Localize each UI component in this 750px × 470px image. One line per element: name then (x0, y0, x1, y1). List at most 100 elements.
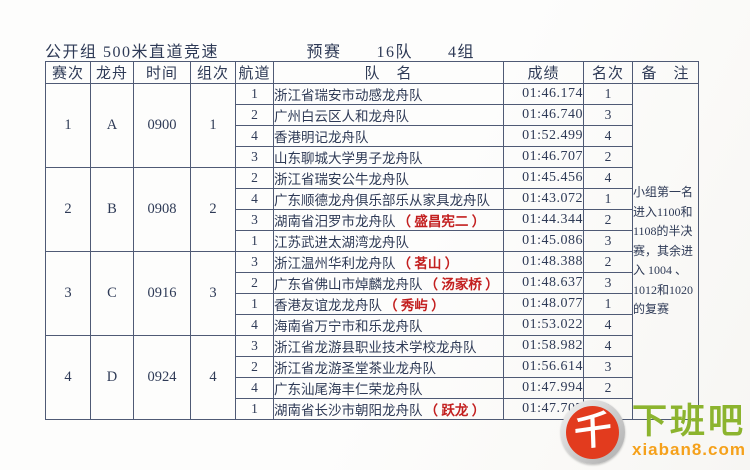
team-cell: 广东顺德龙舟俱乐部乐从家具龙舟队 (273, 188, 504, 210)
race-group: 2 (190, 167, 236, 252)
result-cell: 01:48.388 (503, 251, 584, 273)
lane-cell: 4 (235, 125, 274, 147)
team-name: 浙江省龙游圣堂茶业龙舟队 (274, 361, 437, 376)
header-lane: 航道 (235, 61, 274, 84)
rank-cell: 3 (583, 104, 633, 126)
team-name: 浙江温州华利龙舟队 (274, 256, 396, 271)
team-name: 广东汕尾海丰仁荣龙舟队 (274, 382, 423, 397)
team-cell: 广东省佛山市焯麟龙舟队（ 汤家桥 ） (273, 272, 504, 294)
lane-cell: 3 (235, 146, 274, 168)
result-cell: 01:56.614 (503, 356, 584, 378)
race-boat: D (90, 335, 134, 420)
logo-glyph-icon: 千 (573, 408, 613, 456)
header-group: 组次 (190, 61, 236, 84)
team-cell: 香港友谊龙龙舟队（ 秀屿 ） (273, 293, 504, 315)
rank-cell: 3 (583, 230, 633, 252)
team-cell: 广州白云区人和龙舟队 (273, 104, 504, 126)
team-cell: 山东聊城大学男子龙舟队 (273, 146, 504, 168)
lane-cell: 2 (235, 104, 274, 126)
rank-cell: 4 (583, 335, 633, 357)
result-cell: 01:44.344 (503, 209, 584, 231)
header-row: 赛次 龙舟 时间 组次 航道 队 名 成绩 名次 备 注 (45, 61, 699, 84)
result-cell: 01:45.456 (503, 167, 584, 189)
result-cell: 01:46.740 (503, 104, 584, 126)
team-cell: 香港明记龙舟队 (273, 125, 504, 147)
team-cell: 海南省万宁市和乐龙舟队 (273, 314, 504, 336)
team-name: 山东聊城大学男子龙舟队 (274, 151, 423, 166)
results-table: 赛次 龙舟 时间 组次 航道 队 名 成绩 名次 备 注 1 A 0900 1 … (45, 61, 699, 420)
header-rank: 名次 (583, 61, 633, 84)
team-annotation: （ 茗山 ） (397, 256, 459, 271)
rank-cell: 3 (583, 356, 633, 378)
race-group: 1 (190, 83, 236, 168)
team-name: 广州白云区人和龙舟队 (274, 109, 410, 124)
team-cell: 浙江省龙游圣堂茶业龙舟队 (273, 356, 504, 378)
header-race: 赛次 (45, 61, 91, 84)
rank-cell: 3 (583, 272, 633, 294)
result-cell: 01:46.174 (503, 83, 584, 105)
lane-cell: 2 (235, 272, 274, 294)
team-annotation: （ 秀屿 ） (384, 298, 445, 313)
lane-cell: 3 (235, 251, 274, 273)
rank-cell: 2 (583, 146, 633, 168)
header-notes: 备 注 (632, 61, 699, 84)
team-cell: 湖南省汨罗市龙舟队（ 盛昌宪二 ） (273, 209, 504, 231)
notes-text: 小组第一名进入1100和1108的半决赛，其余进入 1004 、1012和102… (633, 185, 694, 317)
table-row: 1 江苏武进太湖湾龙舟队 01:45.086 3 (46, 230, 699, 252)
team-name: 广东顺德龙舟俱乐部乐从家具龙舟队 (274, 193, 491, 208)
table-row: 4 广东顺德龙舟俱乐部乐从家具龙舟队 01:43.072 1 (46, 188, 699, 210)
race-time: 0900 (133, 83, 191, 168)
rank-cell: 2 (583, 377, 633, 399)
result-cell: 01:43.072 (503, 188, 584, 210)
table-row: 4 D 0924 4 3 浙江省龙游县职业技术学校龙舟队 01:58.982 4 (45, 335, 699, 420)
lane-cell: 1 (235, 398, 274, 420)
rank-cell: 2 (583, 209, 633, 231)
race-number: 3 (45, 251, 91, 336)
team-name: 湖南省长沙市朝阳龙舟队 (274, 403, 423, 418)
result-cell: 01:46.707 (503, 146, 584, 168)
brand-url: xiaban8.com (631, 440, 746, 460)
race-group: 4 (190, 335, 236, 420)
header-result: 成绩 (503, 61, 584, 84)
rank-cell: 4 (583, 125, 633, 147)
logo-circle: 千 (560, 400, 625, 464)
race-time: 0916 (133, 251, 191, 336)
team-cell: 浙江温州华利龙舟队（ 茗山 ） (273, 251, 504, 273)
team-name: 江苏武进太湖湾龙舟队 (274, 235, 410, 250)
team-cell: 浙江省瑞安公牛龙舟队 (273, 167, 504, 189)
race-time: 0908 (133, 167, 191, 252)
table-row: 3 C 0916 3 3 浙江温州华利龙舟队（ 茗山 ） 01:48.388 2 (45, 251, 699, 336)
team-cell: 江苏武进太湖湾龙舟队 (273, 230, 504, 252)
race-number: 1 (45, 83, 91, 168)
race-number: 4 (45, 335, 91, 420)
header-team: 队 名 (273, 61, 504, 84)
lane-cell: 2 (235, 167, 274, 189)
logo-inner-disc: 千 (566, 405, 620, 459)
result-cell: 01:53.022 (503, 314, 584, 336)
watermark-logo: 千 下班吧 xiaban8.com (560, 400, 746, 464)
brand-text: 下班吧 xiaban8.com (631, 403, 746, 461)
lane-cell: 3 (235, 335, 274, 357)
rank-cell: 1 (583, 293, 633, 315)
lane-cell: 1 (235, 230, 274, 252)
race-boat: A (90, 83, 134, 168)
header-time: 时间 (133, 61, 191, 84)
header-boat: 龙舟 (90, 61, 134, 84)
result-cell: 01:47.994 (503, 377, 584, 399)
team-annotation: （ 汤家桥 ） (424, 277, 499, 292)
notes-cell: 小组第一名进入1100和1108的半决赛，其余进入 1004 、1012和102… (632, 83, 699, 420)
race-group: 3 (190, 251, 236, 336)
rank-cell: 4 (583, 167, 633, 189)
team-cell: 浙江省龙游县职业技术学校龙舟队 (273, 335, 504, 357)
lane-cell: 3 (235, 209, 274, 231)
rank-cell: 4 (583, 314, 633, 336)
race-number: 2 (45, 167, 91, 252)
table-row: 4 海南省万宁市和乐龙舟队 01:53.022 4 (46, 314, 699, 336)
team-annotation: （ 盛昌宪二 ） (397, 214, 486, 229)
result-cell: 01:48.637 (503, 272, 584, 294)
lane-cell: 2 (235, 356, 274, 378)
page-title: 公开组 500米直道竞速 预赛 16队 4组 (45, 44, 476, 61)
table-row: 2 广东省佛山市焯麟龙舟队（ 汤家桥 ） 01:48.637 3 (46, 272, 699, 294)
team-annotation: （ 跃龙 ） (424, 403, 486, 418)
result-cell: 01:58.982 (503, 335, 584, 357)
